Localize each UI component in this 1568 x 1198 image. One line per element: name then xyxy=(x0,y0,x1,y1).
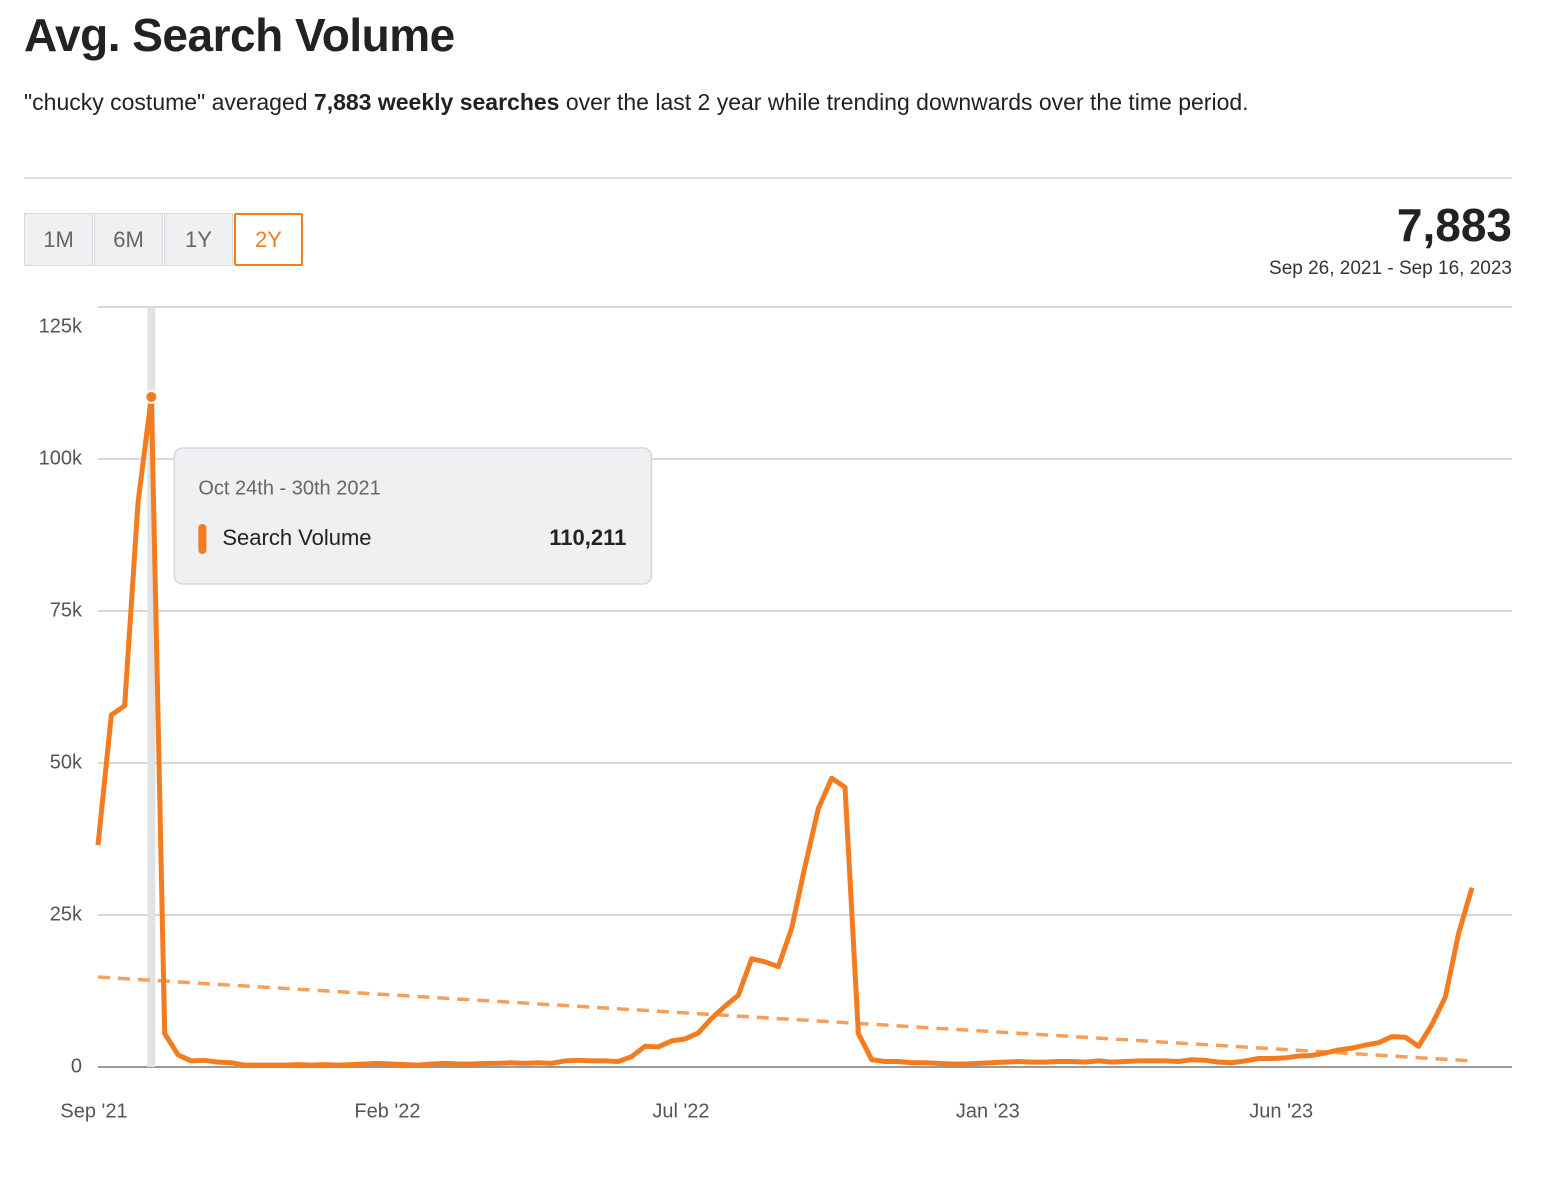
trend-line xyxy=(97,975,1473,1063)
x-tick-label: Jul '22 xyxy=(652,1100,709,1122)
period: Sep 26, 2021 - Sep 16, 2023 xyxy=(1269,258,1512,279)
summary-text: "chucky costume" averaged xyxy=(24,89,314,115)
y-tick-label: 100k xyxy=(39,447,83,469)
total-value: 7,883 xyxy=(1396,199,1512,251)
separator xyxy=(24,177,1512,179)
summary-highlight: 7,883 weekly searches xyxy=(313,89,560,115)
x-tick-label: Jun '23 xyxy=(1249,1100,1313,1122)
tooltip-swatch xyxy=(198,524,207,554)
search-volume-line xyxy=(95,394,1475,1068)
y-tick-label: 0 xyxy=(71,1055,82,1077)
tooltip: Oct 24th - 30th 2021 Search Volume 110,211 xyxy=(173,447,653,585)
y-tick-label: 125k xyxy=(39,315,83,337)
range-button[interactable]: 1M xyxy=(24,213,93,266)
summary-text: over the last 2 year while trending down… xyxy=(559,89,1249,115)
tooltip-title: Oct 24th - 30th 2021 xyxy=(198,477,380,499)
hover-dot xyxy=(144,389,159,404)
title: Avg. Search Volume xyxy=(24,9,455,61)
range-button[interactable]: 6M xyxy=(94,213,163,266)
range-buttons: 1M 6M 1Y 2Y xyxy=(24,213,304,266)
summary: "chucky costume" averaged 7,883 weekly s… xyxy=(24,84,1484,120)
x-tick-label: Feb '22 xyxy=(354,1100,420,1122)
range-button[interactable]: 1Y xyxy=(164,213,233,266)
y-tick-label: 75k xyxy=(50,599,83,621)
y-tick-label: 50k xyxy=(50,751,83,773)
range-button[interactable]: 2Y xyxy=(234,213,303,266)
tooltip-box xyxy=(173,447,653,585)
x-tick-label: Sep '21 xyxy=(60,1100,127,1122)
x-tick-label: Jan '23 xyxy=(956,1100,1020,1122)
y-tick-label: 25k xyxy=(50,903,83,925)
tooltip-value: 110,211 xyxy=(549,525,626,550)
tooltip-series-name: Search Volume xyxy=(222,525,371,550)
